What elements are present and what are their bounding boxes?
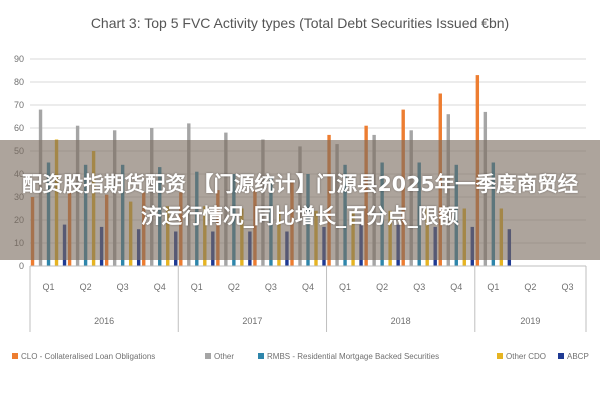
x-tick-label: Q2: [228, 282, 240, 292]
legend-label: ABCP: [567, 352, 589, 361]
y-tick-label: 80: [14, 77, 24, 87]
legend-swatch: [258, 353, 264, 359]
x-tick-label: Q3: [265, 282, 277, 292]
x-tick-label: Q4: [154, 282, 166, 292]
year-group-label: 2018: [391, 316, 411, 326]
x-tick-label: Q1: [487, 282, 499, 292]
legend-label: Other CDO: [506, 352, 546, 361]
x-tick-label: Q1: [339, 282, 351, 292]
x-tick-label: Q2: [524, 282, 536, 292]
chart-title: Chart 3: Top 5 FVC Activity types (Total…: [91, 15, 509, 31]
x-tick-label: Q3: [561, 282, 573, 292]
overlay-caption: 配资股指期货配资 【门源统计】门源县2025年一季度商贸经济运行情况_同比增长_…: [21, 172, 579, 228]
y-tick-label: 90: [14, 54, 24, 64]
y-tick-label: 0: [19, 261, 24, 271]
legend-swatch: [12, 353, 18, 359]
legend-label: RMBS - Residential Mortgage Backed Secur…: [267, 352, 439, 361]
caption-overlay: 配资股指期货配资 【门源统计】门源县2025年一季度商贸经济运行情况_同比增长_…: [0, 140, 600, 260]
x-tick-label: Q3: [117, 282, 129, 292]
year-group-label: 2017: [242, 316, 262, 326]
x-tick-label: Q4: [450, 282, 462, 292]
legend-label: Other: [214, 352, 234, 361]
legend-swatch: [497, 353, 503, 359]
x-tick-label: Q2: [376, 282, 388, 292]
x-tick-label: Q4: [302, 282, 314, 292]
x-tick-label: Q1: [191, 282, 203, 292]
legend-label: CLO - Collateralised Loan Obligations: [21, 352, 155, 361]
x-tick-label: Q1: [43, 282, 55, 292]
legend-swatch: [558, 353, 564, 359]
year-group-label: 2019: [520, 316, 540, 326]
y-tick-label: 60: [14, 123, 24, 133]
y-tick-label: 70: [14, 100, 24, 110]
x-tick-label: Q2: [80, 282, 92, 292]
legend-swatch: [205, 353, 211, 359]
year-group-label: 2016: [94, 316, 114, 326]
x-tick-label: Q3: [413, 282, 425, 292]
